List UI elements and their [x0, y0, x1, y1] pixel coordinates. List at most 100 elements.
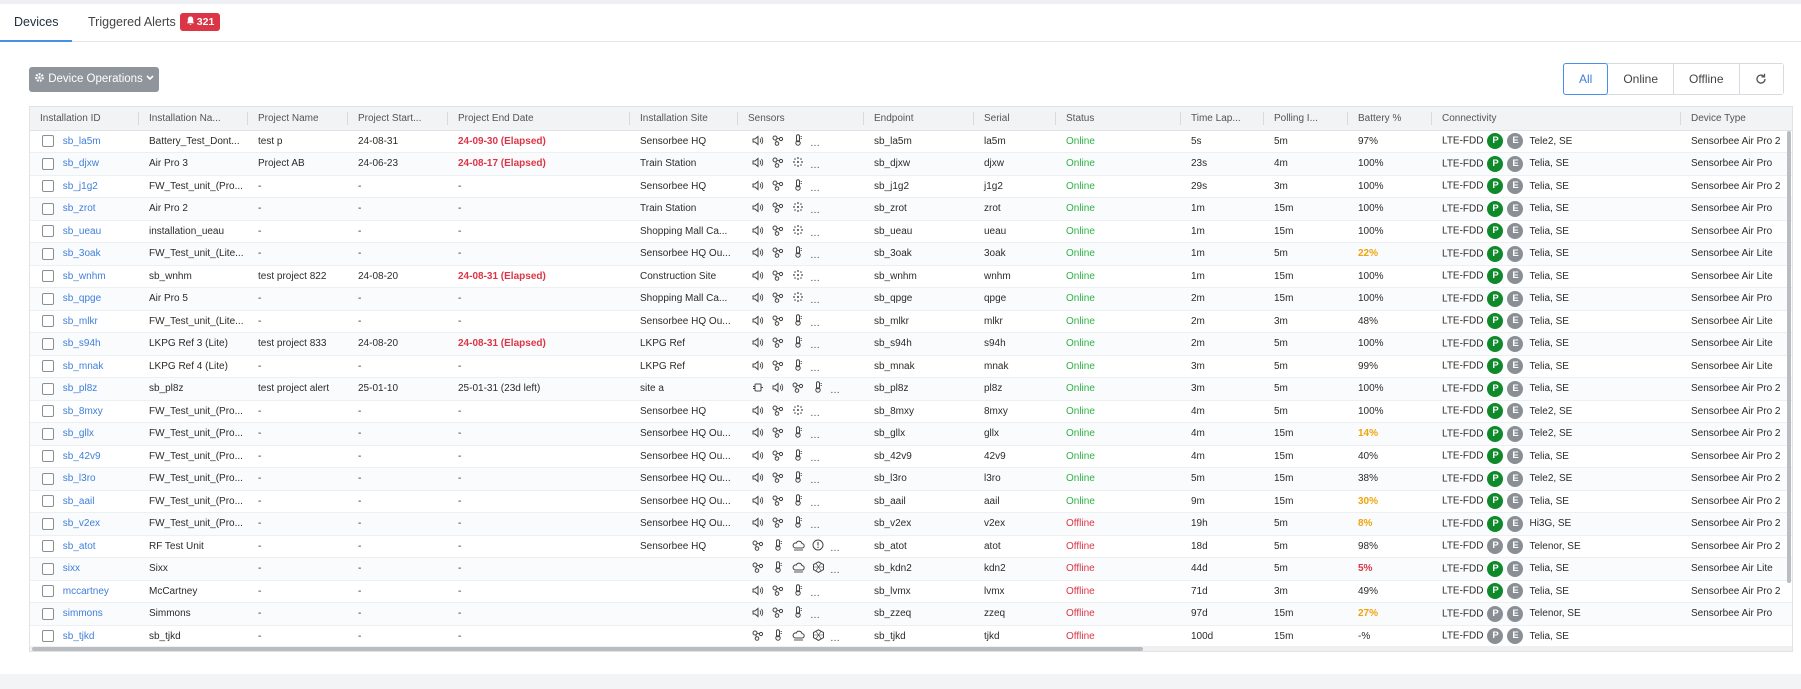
row-checkbox[interactable]	[42, 472, 54, 485]
installation-id-link[interactable]: sb_v2ex	[62, 518, 101, 530]
column-header-polling-interval[interactable]: Polling I...	[1264, 107, 1348, 131]
row-checkbox[interactable]	[42, 202, 54, 215]
installation-id-link[interactable]: sb_la5m	[62, 135, 101, 147]
table-row[interactable]: simmons Simmons - - -… sb_zzeq zzeq Offline 97d 1…	[30, 602, 1792, 626]
column-header-sensors[interactable]: Sensors	[738, 107, 864, 131]
column-header-installation-name[interactable]: Installation Na...	[139, 107, 248, 131]
column-resize-handle[interactable]	[447, 112, 448, 125]
more-sensors-button[interactable]: …	[810, 430, 820, 442]
installation-id-link[interactable]: sb_qpge	[62, 293, 102, 305]
table-row[interactable]: sb_ueau installation_ueau - - - Shopping Mall…	[30, 220, 1792, 243]
horizontal-scroll-thumb[interactable]	[32, 647, 1143, 651]
filter-online-button[interactable]: Online	[1608, 64, 1675, 94]
table-row[interactable]: sb_atot RF Test Unit - - - Sensorbee HQ… sb_at…	[30, 535, 1792, 558]
installation-id-link[interactable]: sb_djxw	[62, 158, 99, 170]
filter-all-button[interactable]: All	[1563, 63, 1609, 95]
table-row[interactable]: sb_tjkd sb_tjkd - - -… sb_tjkd tjkd Offline 100d…	[30, 625, 1792, 648]
row-checkbox[interactable]	[42, 315, 54, 328]
installation-id-link[interactable]: sb_wnhm	[62, 270, 106, 282]
row-checkbox[interactable]	[42, 405, 54, 418]
installation-id-link[interactable]: mccartney	[62, 585, 109, 597]
more-sensors-button[interactable]: …	[810, 250, 820, 262]
row-checkbox[interactable]	[42, 427, 54, 440]
column-header-project-start[interactable]: Project Start...	[348, 107, 448, 131]
more-sensors-button[interactable]: …	[810, 182, 820, 194]
installation-id-link[interactable]: sb_atot	[62, 540, 96, 552]
more-sensors-button[interactable]: …	[810, 272, 820, 284]
column-header-device-type[interactable]: Device Type	[1681, 107, 1792, 131]
row-checkbox[interactable]	[42, 585, 54, 598]
table-row[interactable]: sixx Sixx - - -… sb_kdn2 kdn2 Offline 44d 5m 5% LTE…	[30, 557, 1792, 581]
row-checkbox[interactable]	[42, 225, 54, 238]
installation-id-link[interactable]: sb_42v9	[62, 450, 101, 462]
column-resize-handle[interactable]	[863, 112, 864, 125]
installation-id-link[interactable]: sb_mlkr	[62, 315, 98, 327]
column-resize-handle[interactable]	[1180, 112, 1181, 125]
column-header-serial[interactable]: Serial	[974, 107, 1056, 131]
device-operations-button[interactable]: Device Operations	[29, 67, 159, 92]
installation-id-link[interactable]: sb_ueau	[62, 225, 102, 237]
more-sensors-button[interactable]: …	[810, 475, 820, 487]
row-checkbox[interactable]	[42, 607, 54, 620]
table-row[interactable]: sb_mlkr FW_Test_unit_(Lite... - - - Sensorbee…	[30, 310, 1792, 333]
column-resize-handle[interactable]	[1431, 112, 1432, 125]
row-checkbox[interactable]	[42, 292, 54, 305]
more-sensors-button[interactable]: …	[810, 160, 820, 172]
row-checkbox[interactable]	[42, 337, 54, 350]
table-row[interactable]: sb_mnak LKPG Ref 4 (Lite) - - - LKPG Ref… sb_m…	[30, 355, 1792, 378]
row-checkbox[interactable]	[42, 157, 54, 170]
more-sensors-button[interactable]: …	[830, 632, 840, 644]
tab-devices[interactable]: Devices	[0, 4, 73, 42]
row-checkbox[interactable]	[42, 630, 54, 643]
row-checkbox[interactable]	[42, 562, 54, 575]
installation-id-link[interactable]: sixx	[62, 563, 81, 575]
table-row[interactable]: sb_v2ex FW_Test_unit_(Pro... - - - Sensorbee …	[30, 512, 1792, 536]
more-sensors-button[interactable]: …	[810, 227, 820, 239]
table-row[interactable]: sb_wnhm sb_wnhm test project 822 24-08-20 24…	[30, 265, 1792, 288]
more-sensors-button[interactable]: …	[830, 385, 840, 397]
table-row[interactable]: sb_8mxy FW_Test_unit_(Pro... - - - Sensorbee …	[30, 400, 1792, 423]
refresh-button[interactable]	[1739, 64, 1783, 94]
column-header-connectivity[interactable]: Connectivity	[1432, 107, 1681, 131]
installation-id-link[interactable]: sb_aail	[62, 495, 95, 507]
more-sensors-button[interactable]: …	[810, 340, 820, 352]
table-row[interactable]: sb_zrot Air Pro 2- - - Train Station… sb_zrot…	[30, 197, 1792, 221]
more-sensors-button[interactable]: …	[810, 317, 820, 329]
table-row[interactable]: sb_pl8z sb_pl8z test project alert 25-01-10…	[30, 377, 1792, 401]
column-header-installation-site[interactable]: Installation Site	[630, 107, 738, 131]
installation-id-link[interactable]: sb_l3ro	[62, 473, 96, 485]
horizontal-scrollbar[interactable]	[30, 646, 1792, 651]
table-row[interactable]: sb_la5m Battery_Test_Dont... test p 24-08-3…	[30, 130, 1792, 153]
column-header-project-name[interactable]: Project Name	[248, 107, 348, 131]
table-row[interactable]: sb_42v9 FW_Test_unit_(Pro... - - - Sensorbee …	[30, 445, 1792, 468]
more-sensors-button[interactable]: …	[810, 137, 820, 149]
more-sensors-button[interactable]: …	[810, 587, 820, 599]
table-row[interactable]: sb_s94h LKPG Ref 3 (Lite) test project 833…	[30, 332, 1792, 356]
row-checkbox[interactable]	[42, 247, 54, 260]
row-checkbox[interactable]	[42, 450, 54, 463]
more-sensors-button[interactable]: …	[830, 542, 840, 554]
installation-id-link[interactable]: sb_8mxy	[62, 405, 103, 417]
row-checkbox[interactable]	[42, 495, 54, 508]
table-row[interactable]: sb_3oak FW_Test_unit_(Lite... - - - Sensorbee…	[30, 242, 1792, 266]
row-checkbox[interactable]	[42, 517, 54, 530]
more-sensors-button[interactable]: …	[810, 295, 820, 307]
installation-id-link[interactable]: sb_zrot	[62, 203, 96, 215]
installation-id-link[interactable]: sb_3oak	[62, 248, 101, 260]
row-checkbox[interactable]	[42, 270, 54, 283]
row-checkbox[interactable]	[42, 540, 54, 553]
column-resize-handle[interactable]	[1263, 112, 1264, 125]
installation-id-link[interactable]: sb_s94h	[62, 338, 101, 350]
column-header-status[interactable]: Status	[1056, 107, 1181, 131]
installation-id-link[interactable]: sb_pl8z	[62, 383, 98, 395]
table-row[interactable]: sb_gllx FW_Test_unit_(Pro... - - - Sensorbee …	[30, 422, 1792, 446]
more-sensors-button[interactable]: …	[810, 205, 820, 217]
installation-id-link[interactable]: sb_j1g2	[62, 180, 98, 192]
table-row[interactable]: sb_aail FW_Test_unit_(Pro... - - - Sensorbee …	[30, 490, 1792, 513]
more-sensors-button[interactable]: …	[810, 520, 820, 532]
row-checkbox[interactable]	[42, 135, 54, 148]
installation-id-link[interactable]: sb_gllx	[62, 428, 94, 440]
more-sensors-button[interactable]: …	[810, 452, 820, 464]
table-row[interactable]: sb_j1g2 FW_Test_unit_(Pro... - - - Sensorbee …	[30, 175, 1792, 198]
column-header-endpoint[interactable]: Endpoint	[864, 107, 974, 131]
